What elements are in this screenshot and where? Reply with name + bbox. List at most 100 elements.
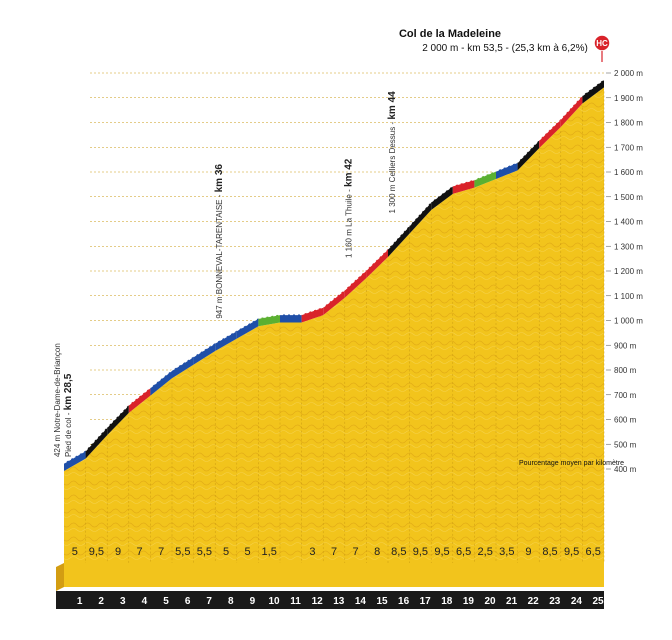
hc-badge-label: HC — [596, 39, 608, 48]
gradient-labels: 5 9,5 9 7 7 5,5 5,5 5 5 1,5 3 7 7 8 8,5 9,5 9,5 6,5 2,5 3,5… — [72, 546, 601, 558]
gradient-label: 9 — [115, 546, 121, 558]
km-label: 23 — [549, 596, 561, 607]
gradient-dash — [474, 170, 497, 181]
annotation: 1 300 m Celliers Dessus - km 44 — [387, 91, 398, 214]
gradient-segment — [474, 171, 496, 188]
y-tick-label: 1 900 m — [614, 94, 643, 103]
y-tick-label: 1 500 m — [614, 193, 643, 202]
gradient-segment — [236, 318, 259, 339]
y-tick-label: 1 100 m — [614, 292, 643, 301]
annotation-km: km 36 — [214, 164, 225, 193]
gradient-label: 7 — [158, 546, 164, 558]
gradient-dash — [365, 248, 389, 271]
gradient-segment — [539, 119, 561, 149]
gradient-label: 9,5 — [89, 546, 104, 558]
gradient-label: 5 — [72, 546, 78, 558]
annotation-km: km 42 — [344, 158, 355, 187]
gradient-label: 7 — [353, 546, 359, 558]
gradient-label: 3 — [309, 546, 315, 558]
gradient-segment — [344, 270, 367, 298]
gradient-line-layer — [63, 78, 605, 472]
annotation-km: km 28,5 — [63, 373, 74, 410]
y-tick-label: 1 200 m — [614, 267, 643, 276]
gradient-dash — [582, 78, 605, 97]
km-label: 2 — [98, 596, 104, 607]
gradient-label: 8 — [374, 546, 380, 558]
gradient-label: 9,5 — [564, 546, 579, 558]
km-label: 24 — [571, 596, 583, 607]
gradient-segment — [107, 404, 129, 436]
annotation: 1 160 m La Thuile - km 42 — [344, 158, 355, 258]
km-label: 14 — [355, 596, 367, 607]
gradient-label: 5,5 — [175, 546, 190, 558]
annotation-km: km 44 — [387, 91, 398, 120]
gradient-segment — [301, 307, 324, 323]
gradient-dash — [214, 330, 238, 344]
legend-note: Pourcentage moyen par kilomètre — [519, 460, 624, 467]
profile-fill-layer — [64, 87, 605, 563]
gradient-label: 6,5 — [456, 546, 471, 558]
gradient-segment — [64, 450, 86, 472]
y-tick-label: 800 m — [614, 366, 637, 375]
annotation-sub: Pied de col - km 28,5 — [63, 373, 74, 457]
km-label: 25 — [592, 596, 604, 607]
gradient-segment — [128, 387, 151, 413]
y-tick-label: 600 m — [614, 416, 637, 425]
gradient-label: 7 — [331, 546, 337, 558]
gradient-dash — [193, 342, 216, 358]
gradient-label: 9,5 — [413, 546, 428, 558]
y-tick-label: 700 m — [614, 391, 637, 400]
km-label: 16 — [398, 596, 410, 607]
y-tick-label: 1 300 m — [614, 242, 643, 251]
annotation: 947 m BONNEVAL-TARENTAISE - km 36 — [214, 164, 225, 319]
y-tick-label: 1 800 m — [614, 119, 643, 128]
gradient-label: 7 — [137, 546, 143, 558]
km-labels: 1 2 3 4 5 6 7 8 9 10 11 12 13 14 15 16 17 18 19 20 21 22 23 24 2… — [77, 596, 604, 607]
gradient-dash — [258, 313, 281, 319]
gradient-label: 9 — [525, 546, 531, 558]
gradient-segment — [323, 289, 345, 316]
gradient-dash — [63, 450, 86, 464]
gradient-dash — [430, 185, 454, 203]
y-tick-label: 1 600 m — [614, 168, 643, 177]
y-tick-label: 1 000 m — [614, 317, 643, 326]
gradient-segment — [193, 343, 216, 365]
km-label: 9 — [250, 596, 256, 607]
base-layer — [56, 563, 604, 609]
summit-name: Col de la Madeleine — [399, 28, 501, 40]
km-bar — [56, 591, 604, 609]
gradient-dash — [301, 306, 324, 316]
annotation-place: 1 160 m La Thuile - km 42 — [344, 158, 355, 258]
annotations: 424 m Notre-Dame-de-Briançon Pied de col … — [53, 91, 398, 457]
km-label: 7 — [206, 596, 212, 607]
summit-info: 2 000 m - km 53,5 - (25,3 km à 6,2%) — [422, 43, 588, 54]
gradient-segment — [280, 314, 302, 323]
y-tick-label: 400 m — [614, 465, 637, 474]
gradient-label: 6,5 — [586, 546, 601, 558]
annotation: 424 m Notre-Dame-de-Briançon Pied de col … — [53, 343, 74, 457]
annotation-place: 1 300 m Celliers Dessus - km 44 — [387, 91, 398, 214]
gradient-dash — [538, 118, 562, 141]
gradient-label: 1,5 — [262, 546, 277, 558]
gradient-segment — [172, 356, 194, 379]
gradient-label: 8,5 — [391, 546, 406, 558]
gradient-dash — [236, 317, 259, 332]
gradient-dash — [85, 426, 108, 452]
gradient-label: 5,5 — [197, 546, 212, 558]
km-label: 22 — [528, 596, 540, 607]
base-bar-edge — [56, 563, 64, 591]
gradient-label: 8,5 — [542, 546, 557, 558]
km-label: 17 — [420, 596, 432, 607]
gradient-dash — [517, 139, 540, 163]
gradient-segment — [582, 79, 604, 104]
gradient-label: 5 — [245, 546, 251, 558]
km-label: 8 — [228, 596, 234, 607]
base-bar — [64, 563, 604, 587]
gradient-dash — [387, 225, 411, 250]
y-tick-label: 1 400 m — [614, 218, 643, 227]
gradient-segment — [431, 185, 453, 210]
gradient-segment — [560, 95, 583, 128]
km-label: 4 — [142, 596, 148, 607]
gradient-segment — [366, 248, 388, 279]
